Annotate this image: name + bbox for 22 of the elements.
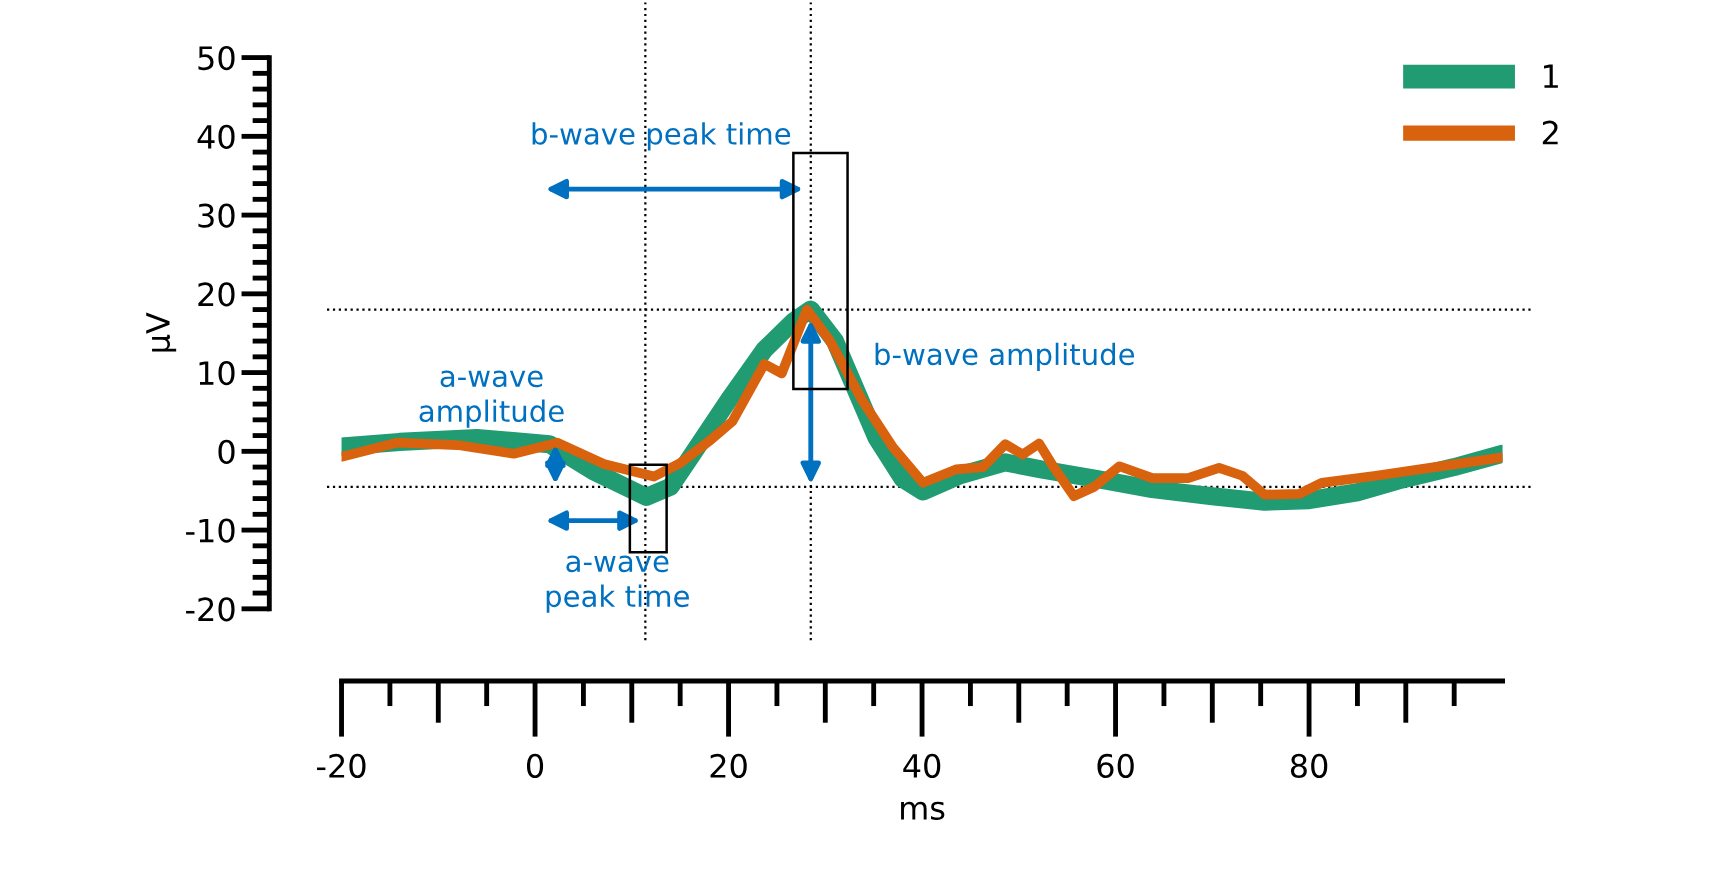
y-tick-label: 10 <box>199 361 235 386</box>
y-tick-label: -20 <box>186 597 235 622</box>
x-tick-label: 80 <box>1290 753 1328 778</box>
y-tick-label: 50 <box>198 46 235 71</box>
x-tick-label: 60 <box>1097 753 1134 778</box>
y-tick-label: 20 <box>198 282 235 307</box>
x-tick-label: 0 <box>526 753 544 778</box>
annotation: b-wave amplitude <box>875 342 1135 371</box>
x-tick-label: 20 <box>710 753 747 778</box>
y-tick-label: 0 <box>218 439 235 464</box>
annotation: a-wave peak time <box>546 555 689 613</box>
x-axis-title: ms <box>901 801 945 821</box>
y-tick-label: 30 <box>198 203 235 228</box>
y-axis-title: µV <box>146 312 177 352</box>
annotation: b-wave peak time <box>532 122 791 151</box>
y-tick-label: -10 <box>186 518 235 543</box>
legend-label: 1 <box>1544 64 1558 88</box>
y-tick-label: 40 <box>197 124 235 149</box>
legend-label: 2 <box>1542 120 1558 145</box>
x-tick-label: 40 <box>903 753 941 778</box>
x-tick-label: -20 <box>317 753 366 778</box>
annotation: a-wave amplitude <box>419 370 564 428</box>
